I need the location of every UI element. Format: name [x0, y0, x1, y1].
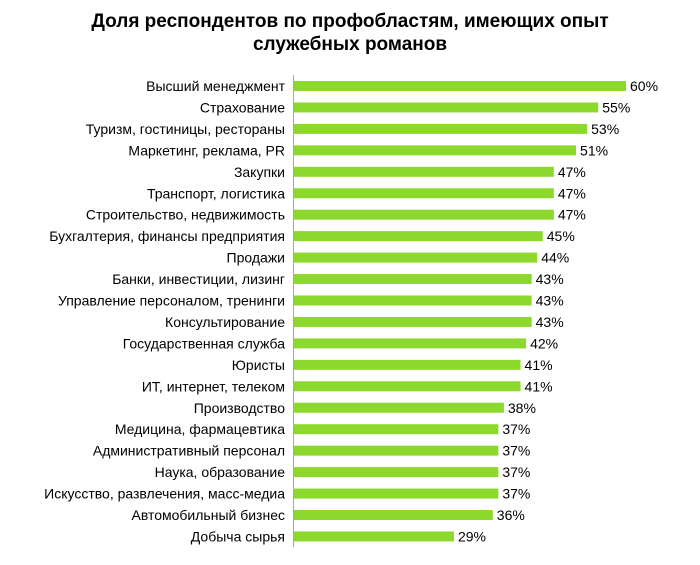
category-label: Туризм, гостиницы, рестораны — [86, 121, 285, 137]
value-label: 29% — [458, 528, 486, 544]
category-label: Добыча сырья — [191, 528, 285, 544]
bar — [293, 445, 499, 456]
category-label: Страхование — [200, 99, 285, 115]
value-label: 53% — [591, 121, 619, 137]
value-label: 36% — [497, 507, 525, 523]
value-label: 37% — [502, 486, 530, 502]
chart-title-line-1: Доля респондентов по профобластям, имеющ… — [91, 11, 609, 32]
value-label: 37% — [502, 464, 530, 480]
bar — [293, 252, 538, 263]
bar — [293, 510, 493, 520]
category-label: Закупки — [234, 164, 285, 180]
bar — [293, 81, 626, 91]
bar — [293, 274, 532, 285]
bar — [293, 402, 504, 413]
category-label: Консультирование — [165, 314, 285, 330]
bar — [293, 209, 554, 220]
category-label: Автомобильный бизнес — [131, 507, 285, 523]
category-label: Строительство, недвижимость — [86, 207, 285, 223]
value-label: 41% — [525, 378, 553, 394]
bar — [293, 467, 499, 478]
category-label: Наука, образование — [155, 464, 286, 480]
bar — [293, 359, 521, 370]
bars — [293, 81, 626, 542]
bar — [293, 381, 521, 392]
value-label: 47% — [558, 207, 586, 223]
category-labels: Высший менеджмент Страхование Туризм, гост… — [44, 78, 285, 544]
value-label: 43% — [536, 293, 564, 309]
value-label: 41% — [525, 357, 553, 373]
chart-title-line-2: служебных романов — [252, 34, 448, 55]
value-labels: 60%55% 53% 51% 47% 47% 47% 45% 44% 43% 43% 43% 42% 4… — [458, 78, 658, 544]
bar — [293, 338, 527, 349]
category-label: Транспорт, логистика — [147, 185, 285, 201]
category-label: Высший менеджмент — [146, 78, 285, 94]
bar — [293, 424, 499, 435]
value-label: 42% — [530, 335, 558, 351]
value-label: 38% — [508, 400, 536, 416]
category-label: Производство — [194, 400, 285, 416]
bar — [293, 531, 454, 542]
bar — [293, 316, 532, 327]
category-label: Продажи — [227, 250, 285, 266]
bar — [293, 188, 554, 199]
bar — [293, 145, 577, 156]
bar — [293, 166, 554, 177]
value-label: 51% — [580, 142, 608, 158]
value-label: 43% — [536, 271, 564, 287]
bar — [293, 231, 543, 242]
value-label: 60% — [630, 78, 658, 94]
bar — [293, 488, 499, 499]
category-label: Управление персоналом, тренинги — [58, 293, 285, 309]
category-label: ИТ, интернет, телеком — [142, 378, 285, 394]
value-label: 37% — [502, 443, 530, 459]
category-label: Банки, инвестиции, лизинг — [112, 271, 285, 287]
bar — [293, 123, 588, 134]
category-label: Административный персонал — [93, 443, 285, 459]
value-label: 44% — [541, 250, 569, 266]
value-label: 43% — [536, 314, 564, 330]
value-label: 47% — [558, 185, 586, 201]
value-label: 55% — [602, 99, 630, 115]
category-label: Маркетинг, реклама, PR — [128, 142, 285, 158]
category-label: Медицина, фармацевтика — [115, 421, 285, 437]
bar — [293, 102, 599, 113]
category-label: Государственная служба — [123, 335, 285, 351]
category-label: Искусство, развлечения, масс-медиа — [44, 486, 285, 502]
chart-title: Доля респондентов по профобластям, имеющ… — [0, 10, 700, 56]
category-label: Бухгалтерия, финансы предприятия — [49, 228, 285, 244]
value-label: 45% — [547, 228, 575, 244]
value-label: 47% — [558, 164, 586, 180]
category-label: Юристы — [232, 357, 285, 373]
value-label: 37% — [502, 421, 530, 437]
bar — [293, 295, 532, 306]
